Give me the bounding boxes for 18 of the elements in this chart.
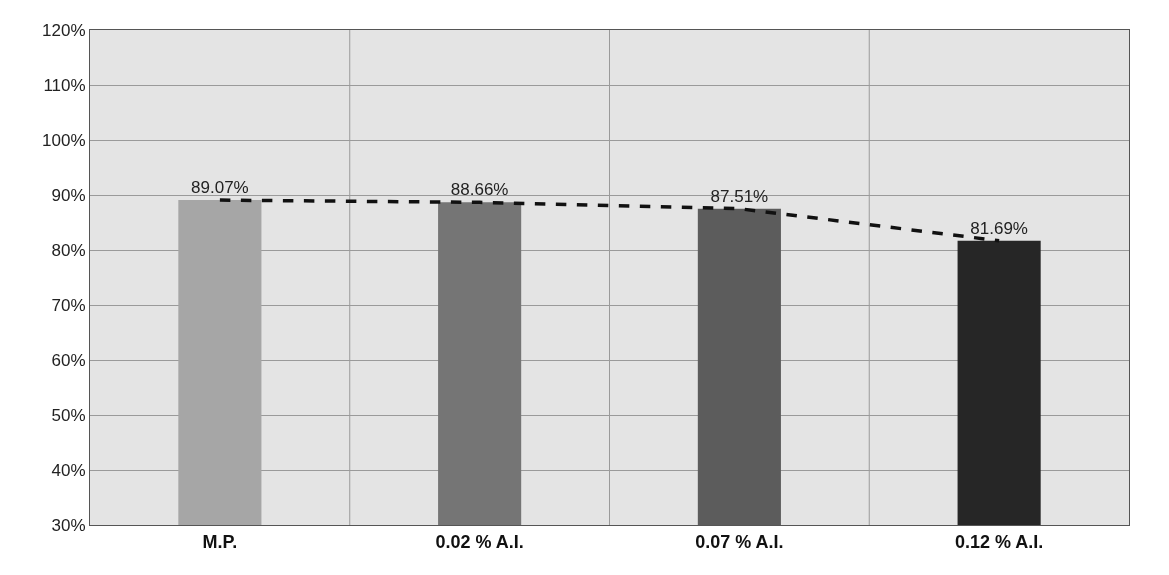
text: 87.51%	[710, 186, 769, 206]
y-tick-label: 100%	[42, 130, 86, 150]
y-tick-label: 70%	[51, 295, 86, 315]
y-tick-label: 90%	[51, 185, 86, 205]
x-tick-label: 0.07 % A.I.	[695, 531, 784, 552]
x-tick-label: 0.02 % A.I.	[435, 531, 524, 552]
text: 89.07%	[191, 178, 249, 198]
y-tick-label: 50%	[51, 405, 86, 425]
y-tick-label: 120%	[42, 20, 86, 40]
y-tick-label: 80%	[51, 240, 86, 260]
y-tick-label: 30%	[51, 515, 86, 535]
x-tick-label: M.P.	[202, 531, 238, 552]
y-tick-label: 110%	[43, 75, 86, 95]
text: 88.66%	[450, 180, 509, 200]
x-tick-label: 0.12 % A.I.	[954, 531, 1044, 552]
text: 81.69%	[970, 218, 1028, 238]
y-tick-label: 40%	[51, 460, 86, 480]
y-tick-label: 60%	[51, 350, 86, 370]
